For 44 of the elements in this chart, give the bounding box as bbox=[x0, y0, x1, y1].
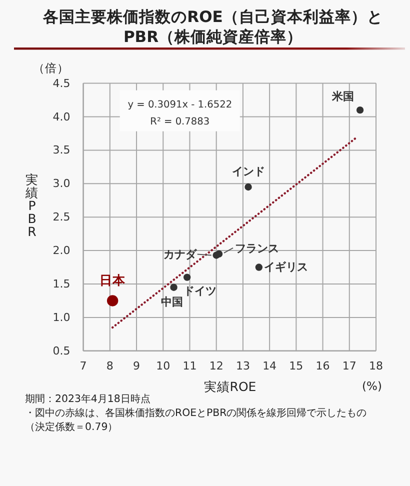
series-label: 中国 bbox=[160, 294, 183, 308]
x-tick-label: 9 bbox=[133, 359, 140, 372]
point bbox=[244, 183, 252, 191]
x-tick-label: 8 bbox=[106, 359, 114, 372]
series-label: 米国 bbox=[331, 90, 354, 103]
series-label: イギリス bbox=[264, 260, 308, 273]
point bbox=[255, 264, 263, 271]
series-label: 日本 bbox=[100, 272, 127, 288]
point bbox=[215, 250, 223, 258]
point bbox=[183, 274, 191, 281]
text: (%) bbox=[362, 379, 382, 393]
point bbox=[170, 284, 178, 291]
y-tick-label: 2.5 bbox=[52, 210, 70, 224]
text: 期間：2023年4月18日時点 bbox=[25, 392, 150, 404]
text: （倍） bbox=[33, 61, 69, 75]
y-tick-label: 3.5 bbox=[52, 144, 70, 157]
x-tick-label: 13 bbox=[236, 359, 250, 372]
x-tick-label: 10 bbox=[156, 359, 170, 372]
y-axis-title: 実績PBR bbox=[24, 172, 38, 239]
y-tick-label: 0.5 bbox=[52, 344, 70, 358]
series-label: カナダ bbox=[163, 248, 198, 261]
x-tick-label: 15 bbox=[289, 359, 304, 372]
series-label: ドイツ bbox=[184, 284, 217, 297]
x-tick-label: 7 bbox=[80, 359, 87, 372]
y-tick-label: 1.5 bbox=[52, 278, 70, 290]
series-label: インド bbox=[232, 164, 265, 178]
y-tick-label: 4.0 bbox=[52, 110, 70, 124]
series-label: フランス bbox=[235, 241, 280, 254]
x-tick-label: 18 bbox=[369, 359, 383, 372]
y-tick-label: 3.0 bbox=[52, 177, 70, 190]
y-tick-label: 2.0 bbox=[52, 244, 70, 258]
chart-title: 各国主要株価指数のROE（自己資本利益率）と PBR（株価純資産倍率） bbox=[42, 7, 383, 46]
x-tick-label: 16 bbox=[316, 359, 330, 372]
y-tick-label: 1.0 bbox=[52, 310, 70, 324]
annotation: y = 0.3091x - 1.6522 R² = 0.7883 bbox=[128, 98, 232, 127]
point bbox=[356, 106, 364, 114]
x-tick-label: 14 bbox=[262, 359, 277, 372]
x-tick-label: 11 bbox=[182, 359, 197, 372]
x-axis-title: 実績ROE bbox=[204, 378, 256, 394]
text: ・図中の赤線は、各国株価指数のROEとPBRの関係を線形回帰で示したもの bbox=[25, 406, 367, 418]
text: （決定係数＝0.79） bbox=[25, 420, 118, 432]
x-tick-label: 17 bbox=[342, 359, 356, 372]
x-tick-label: 12 bbox=[209, 359, 224, 372]
y-tick-label: 4.5 bbox=[52, 76, 70, 90]
